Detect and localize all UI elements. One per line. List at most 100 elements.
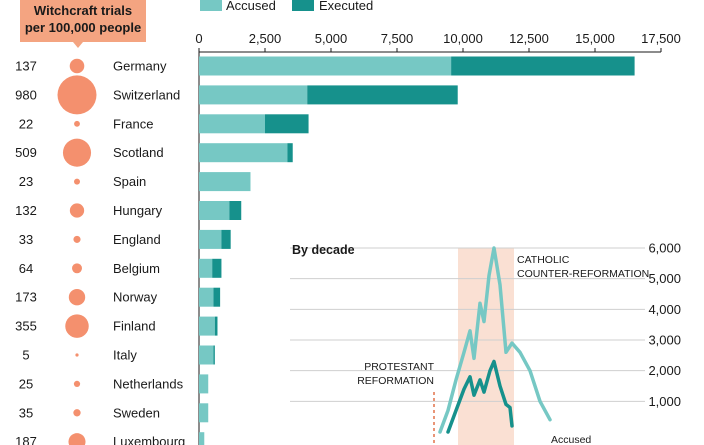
rate-value-label: 23 — [19, 174, 33, 189]
inset-y-tick-label: 3,000 — [648, 333, 681, 348]
x-tick-label: 15,000 — [575, 31, 615, 46]
country-label: Sweden — [113, 405, 160, 420]
rate-bubble — [74, 120, 80, 127]
legend-swatch-executed — [292, 0, 314, 11]
line-accused — [438, 246, 552, 434]
bar-accused — [199, 345, 214, 365]
rate-value-label: 509 — [15, 145, 37, 160]
country-label: Italy — [113, 348, 137, 363]
rate-bubble — [75, 353, 79, 357]
rate-value-label: 22 — [19, 116, 33, 131]
x-tick-label: 0 — [195, 31, 202, 46]
x-tick-label: 17,500 — [641, 31, 681, 46]
country-label: Germany — [113, 59, 167, 74]
protestant-reformation-label: PROTESTANT — [364, 361, 434, 373]
inset-y-tick-label: 2,000 — [648, 363, 681, 378]
country-label: France — [113, 116, 153, 131]
country-label: Norway — [113, 290, 158, 305]
bar-accused — [199, 432, 205, 445]
bar-executed — [451, 56, 635, 76]
bar-accused — [199, 201, 230, 220]
rate-value-label: 132 — [15, 203, 37, 218]
legend-label-executed: Executed — [319, 0, 373, 13]
rate-callout-box — [20, 0, 146, 48]
bar-executed — [287, 143, 293, 163]
bar-accused — [199, 143, 288, 163]
country-label: Hungary — [113, 203, 163, 218]
bar-accused — [199, 85, 308, 105]
bar-executed — [214, 316, 218, 336]
rate-bubble — [73, 235, 81, 243]
bar-accused — [199, 229, 222, 249]
x-tick-label: 5,000 — [315, 31, 348, 46]
country-label: Netherlands — [113, 376, 184, 391]
legend-label-accused: Accused — [226, 0, 276, 13]
rate-bubble — [73, 380, 81, 388]
bar-accused — [199, 287, 214, 307]
rate-callout: Witchcraft trials per 100,000 people — [20, 0, 146, 48]
rate-value-label: 173 — [15, 290, 37, 305]
bar-executed — [221, 229, 231, 249]
rate-bubble — [69, 58, 85, 74]
country-label: Luxembourg — [113, 434, 185, 445]
line-executed — [446, 359, 514, 434]
x-tick-label: 10,000 — [443, 31, 483, 46]
x-tick-label: 12,500 — [509, 31, 549, 46]
rate-value-label: 33 — [19, 232, 33, 247]
rate-value-label: 64 — [19, 261, 33, 276]
rate-bubble — [73, 409, 81, 417]
bar-accused — [199, 114, 265, 134]
rate-bubble — [68, 433, 86, 445]
inset-y-tick-label: 6,000 — [648, 241, 681, 256]
bar-executed — [212, 258, 222, 278]
bar-executed — [265, 114, 309, 134]
bar-accused — [199, 172, 251, 192]
bar-executed — [213, 345, 215, 365]
rate-bubble — [62, 138, 92, 167]
country-label: England — [113, 232, 161, 247]
bar-executed — [213, 287, 221, 307]
rate-value-label: 137 — [15, 59, 37, 74]
country-label: Spain — [113, 174, 146, 189]
bar-executed — [229, 201, 242, 220]
inset-y-tick-label: 1,000 — [648, 394, 681, 409]
rate-callout-line1: Witchcraft trials — [34, 3, 132, 18]
rate-callout-line2: per 100,000 people — [25, 20, 141, 35]
country-label: Switzerland — [113, 87, 180, 102]
legend-swatch-accused — [200, 0, 222, 11]
bar-executed — [307, 85, 458, 105]
rate-bubble — [72, 263, 82, 274]
inset-y-tick-label: 5,000 — [648, 271, 681, 286]
inset-line-chart: 6,000 5,000 4,000 3,000 2,000 1,000 By decade P… — [284, 232, 704, 445]
country-label: Belgium — [113, 261, 160, 276]
inset-title: By decade — [292, 243, 355, 257]
bar-accused — [199, 316, 215, 336]
protestant-reformation-label: REFORMATION — [357, 375, 434, 387]
rate-bubble — [69, 203, 85, 218]
rate-value-label: 35 — [19, 405, 33, 420]
bar-accused — [199, 374, 209, 394]
inset-y-tick-label: 4,000 — [648, 302, 681, 317]
rate-value-label: 25 — [19, 376, 33, 391]
rate-value-label: 5 — [22, 348, 29, 363]
rate-bubble — [57, 75, 97, 115]
country-label: Finland — [113, 319, 156, 334]
bar-accused — [199, 258, 213, 278]
legend: Accused Executed — [200, 0, 373, 13]
x-tick-label: 7,500 — [381, 31, 414, 46]
country-label: Scotland — [113, 145, 164, 160]
rate-value-label: 355 — [15, 319, 37, 334]
bar-accused — [199, 56, 452, 76]
line-label-accused: Accused — [551, 434, 591, 445]
counter-reformation-label: CATHOLIC — [517, 254, 570, 266]
bar-accused — [199, 403, 209, 423]
bar-chart: 0 2,500 5,000 7,500 10,000 12,500 15,000 17,500… — [15, 31, 681, 445]
rate-bubble — [74, 178, 80, 185]
x-tick-label: 2,500 — [249, 31, 282, 46]
counter-reformation-label: COUNTER-REFORMATION — [517, 268, 649, 280]
rate-value-label: 187 — [15, 434, 37, 445]
rate-value-label: 980 — [15, 87, 37, 102]
rate-bubble — [68, 289, 86, 306]
rate-bubble — [65, 314, 89, 338]
